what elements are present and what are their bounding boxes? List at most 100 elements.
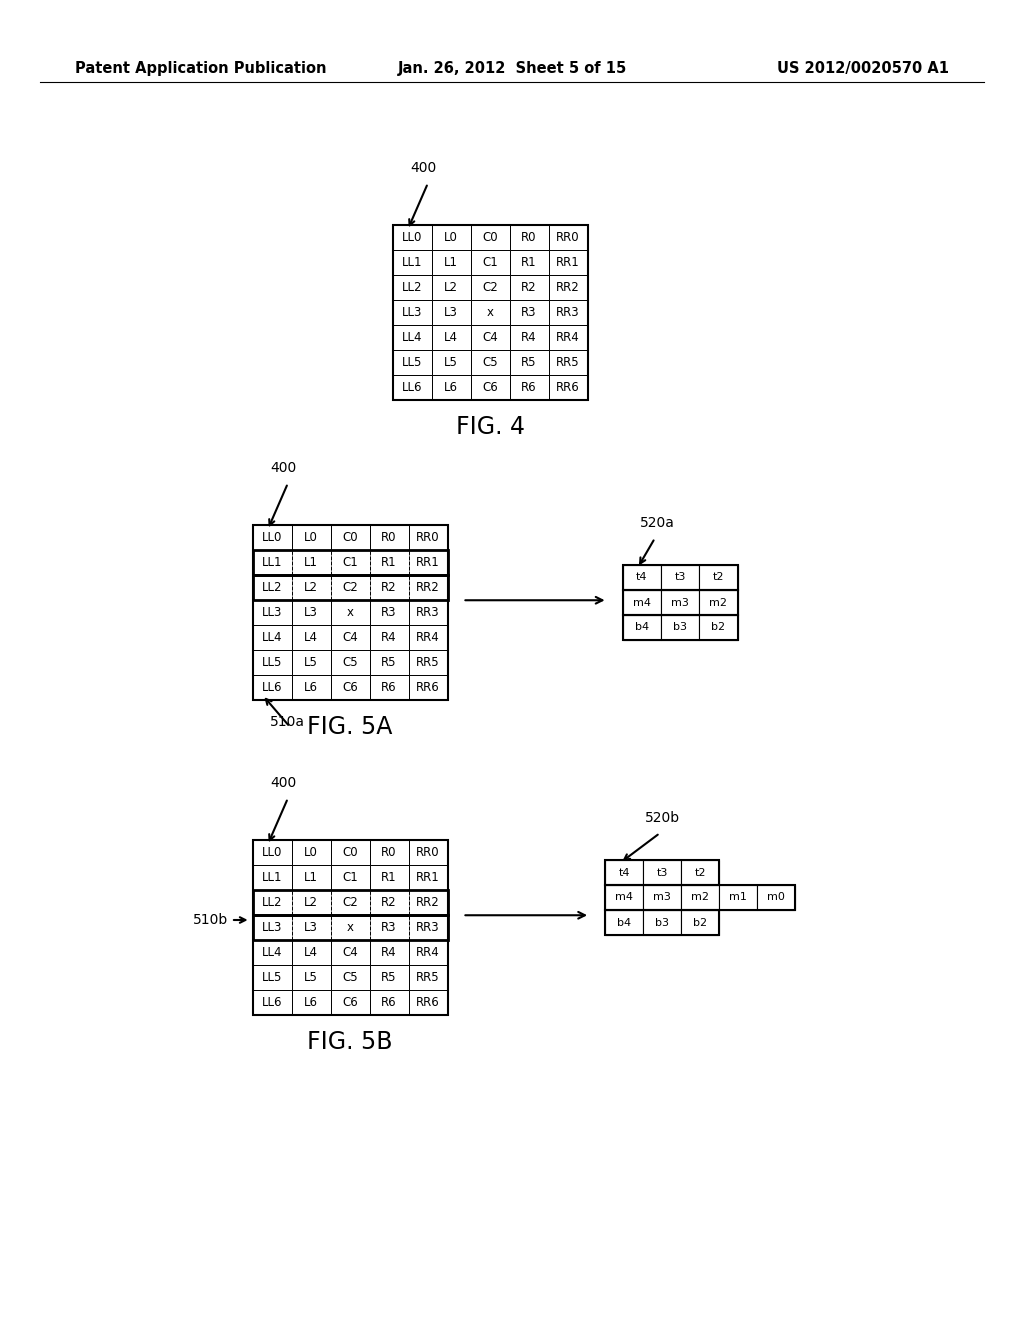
Bar: [605, 884, 795, 909]
Text: b4: b4: [635, 623, 649, 632]
Bar: [510, 350, 549, 375]
Text: LL2: LL2: [262, 896, 283, 909]
Text: x: x: [346, 606, 353, 619]
Bar: [370, 865, 409, 890]
Bar: [605, 861, 719, 884]
Text: RR2: RR2: [416, 581, 440, 594]
Bar: [370, 940, 409, 965]
Text: R3: R3: [521, 306, 537, 319]
Bar: [331, 576, 370, 601]
Text: 520b: 520b: [645, 810, 680, 825]
Text: R1: R1: [521, 256, 537, 269]
Text: LL0: LL0: [262, 531, 283, 544]
Text: R1: R1: [381, 871, 397, 884]
Text: R5: R5: [521, 356, 537, 370]
Text: RR4: RR4: [556, 331, 580, 345]
Text: m2: m2: [691, 892, 709, 903]
Bar: [470, 350, 510, 375]
Bar: [253, 649, 292, 675]
Bar: [409, 576, 447, 601]
Bar: [470, 224, 510, 249]
Text: C0: C0: [342, 531, 357, 544]
Text: L0: L0: [304, 531, 317, 544]
Text: R2: R2: [381, 896, 397, 909]
Text: C2: C2: [342, 581, 357, 594]
Text: LL1: LL1: [401, 256, 422, 269]
Text: RR0: RR0: [416, 531, 440, 544]
Bar: [409, 624, 447, 649]
Bar: [292, 675, 331, 700]
Text: x: x: [486, 306, 494, 319]
Bar: [623, 590, 737, 615]
Bar: [370, 649, 409, 675]
Text: x: x: [346, 921, 353, 935]
Bar: [370, 840, 409, 865]
Bar: [253, 915, 292, 940]
Bar: [253, 965, 292, 990]
Bar: [370, 550, 409, 576]
Text: RR0: RR0: [556, 231, 580, 244]
Bar: [392, 375, 431, 400]
Text: L4: L4: [304, 946, 318, 960]
Text: US 2012/0020570 A1: US 2012/0020570 A1: [777, 61, 949, 75]
Bar: [510, 275, 549, 300]
Text: L3: L3: [304, 606, 317, 619]
Text: RR0: RR0: [416, 846, 440, 859]
Text: LL4: LL4: [401, 331, 422, 345]
Bar: [409, 601, 447, 624]
Text: m2: m2: [710, 598, 727, 607]
Text: RR3: RR3: [416, 921, 440, 935]
Text: LL1: LL1: [262, 556, 283, 569]
Bar: [370, 624, 409, 649]
Bar: [392, 224, 588, 400]
Text: C0: C0: [342, 846, 357, 859]
Text: L3: L3: [304, 921, 317, 935]
Bar: [370, 601, 409, 624]
Text: t4: t4: [636, 573, 647, 582]
Bar: [605, 861, 643, 884]
Bar: [292, 649, 331, 675]
Text: LL5: LL5: [262, 972, 283, 983]
Bar: [292, 890, 331, 915]
Text: L2: L2: [444, 281, 458, 294]
Text: L4: L4: [444, 331, 458, 345]
Bar: [510, 375, 549, 400]
Text: L0: L0: [304, 846, 317, 859]
Bar: [331, 915, 370, 940]
Bar: [643, 884, 681, 909]
Bar: [681, 884, 719, 909]
Text: RR1: RR1: [556, 256, 580, 269]
Bar: [253, 576, 447, 601]
Bar: [409, 649, 447, 675]
Text: 510a: 510a: [270, 715, 305, 729]
Text: RR1: RR1: [416, 871, 440, 884]
Text: C4: C4: [342, 946, 357, 960]
Text: L6: L6: [304, 997, 318, 1008]
Bar: [392, 350, 431, 375]
Text: L1: L1: [444, 256, 458, 269]
Text: m1: m1: [729, 892, 746, 903]
Bar: [370, 990, 409, 1015]
Bar: [331, 675, 370, 700]
Bar: [392, 300, 431, 325]
Text: L6: L6: [444, 381, 458, 393]
Text: FIG. 4: FIG. 4: [456, 414, 524, 440]
Text: C1: C1: [482, 256, 498, 269]
Bar: [409, 550, 447, 576]
Text: R3: R3: [381, 921, 396, 935]
Bar: [253, 550, 292, 576]
Bar: [623, 615, 660, 640]
Bar: [660, 565, 699, 590]
Bar: [409, 865, 447, 890]
Bar: [409, 525, 447, 550]
Bar: [470, 249, 510, 275]
Bar: [253, 940, 292, 965]
Bar: [253, 915, 447, 940]
Bar: [292, 525, 331, 550]
Bar: [331, 940, 370, 965]
Bar: [253, 890, 447, 915]
Bar: [331, 865, 370, 890]
Bar: [331, 990, 370, 1015]
Bar: [431, 325, 470, 350]
Bar: [292, 601, 331, 624]
